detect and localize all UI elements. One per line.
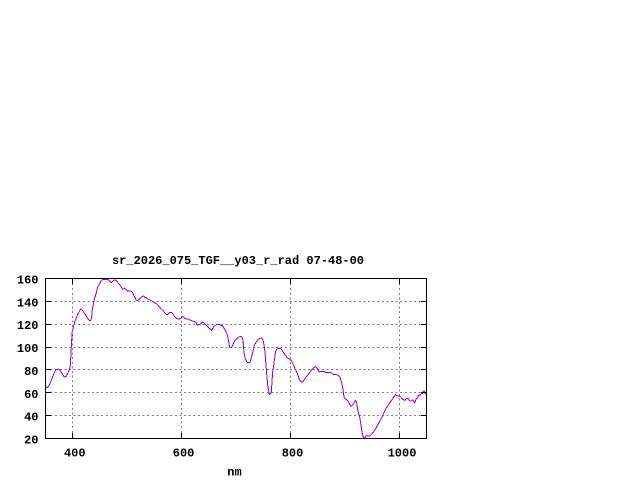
svg-text:60: 60 bbox=[24, 388, 38, 402]
svg-text:400: 400 bbox=[64, 447, 86, 461]
svg-text:nm: nm bbox=[227, 466, 241, 480]
svg-text:20: 20 bbox=[24, 434, 38, 448]
svg-text:600: 600 bbox=[173, 447, 195, 461]
svg-text:1000: 1000 bbox=[388, 447, 417, 461]
svg-text:140: 140 bbox=[17, 296, 39, 310]
svg-text:100: 100 bbox=[17, 342, 39, 356]
svg-text:sr_2026_075_TGF__y03_r_rad 07-: sr_2026_075_TGF__y03_r_rad 07-48-00 bbox=[112, 254, 364, 268]
svg-text:800: 800 bbox=[282, 447, 304, 461]
svg-text:80: 80 bbox=[24, 365, 38, 379]
svg-text:40: 40 bbox=[24, 411, 38, 425]
svg-text:160: 160 bbox=[17, 274, 39, 288]
svg-text:120: 120 bbox=[17, 319, 39, 333]
